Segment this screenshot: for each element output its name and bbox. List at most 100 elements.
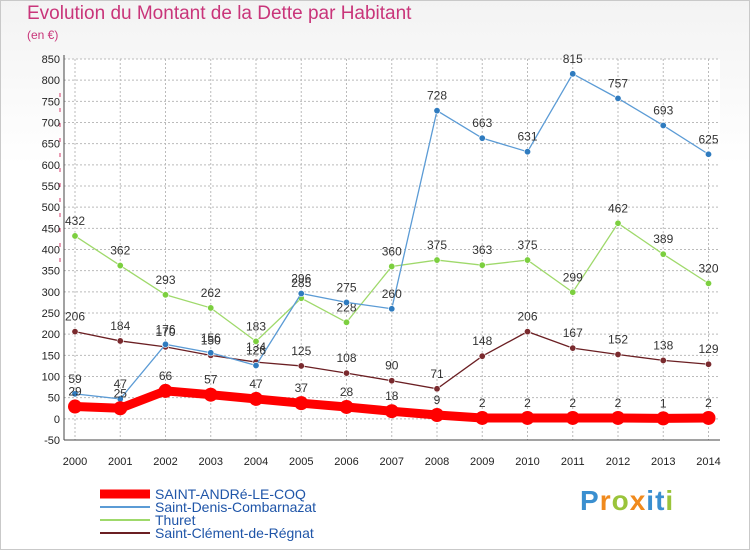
- data-point: [158, 383, 173, 398]
- data-point: [116, 262, 124, 270]
- logo-letter: o: [611, 485, 630, 516]
- logo-letter: x: [629, 485, 647, 516]
- data-point: [614, 219, 622, 227]
- logo-letter: r: [599, 485, 612, 516]
- data-point: [162, 340, 170, 348]
- data-label: 25: [114, 386, 128, 400]
- data-label: 152: [608, 332, 628, 346]
- data-label: 66: [159, 369, 173, 383]
- y-tick-label: 150: [42, 350, 60, 362]
- y-tick-label: 750: [42, 96, 60, 108]
- data-label: 57: [204, 373, 218, 387]
- y-tick-label: 300: [42, 287, 60, 299]
- y-tick-label: 650: [42, 139, 60, 151]
- data-point: [614, 94, 622, 102]
- data-point: [433, 256, 441, 264]
- data-label: 47: [114, 377, 128, 391]
- data-label: 37: [295, 381, 309, 395]
- data-point: [71, 390, 79, 398]
- x-tick-label: 2010: [515, 456, 539, 468]
- data-point: [523, 148, 531, 156]
- x-tick-label: 2007: [380, 456, 404, 468]
- data-label: 206: [65, 310, 85, 324]
- data-label: 148: [472, 334, 492, 348]
- x-tick-label: 2013: [651, 456, 675, 468]
- data-point: [384, 404, 399, 419]
- proxiti-logo: Proxiti: [580, 485, 674, 517]
- data-label: 320: [698, 261, 718, 275]
- x-tick-label: 2004: [244, 456, 268, 468]
- data-label: 125: [291, 344, 311, 358]
- data-label: 28: [340, 385, 354, 399]
- data-label: 129: [698, 342, 718, 356]
- data-label: 2: [615, 396, 622, 410]
- x-tick-label: 2014: [696, 456, 720, 468]
- data-point: [565, 410, 580, 425]
- y-tick-label: 800: [42, 75, 60, 87]
- data-point: [342, 318, 350, 326]
- data-label: 134: [246, 340, 266, 354]
- data-point: [297, 290, 305, 298]
- logo-letter: i: [646, 485, 656, 516]
- data-point: [569, 70, 577, 78]
- y-tick-label: 500: [42, 202, 60, 214]
- legend-item: Thuret: [100, 512, 196, 528]
- data-label: 631: [517, 130, 537, 144]
- data-label: 126: [246, 343, 266, 357]
- data-label: 693: [653, 103, 673, 117]
- data-label: 2: [479, 396, 486, 410]
- data-label: 2: [705, 396, 712, 410]
- legend-label: Saint-Denis-Combarnazat: [155, 499, 316, 515]
- data-label: 183: [246, 319, 266, 333]
- unit-label: (en €): [27, 28, 59, 42]
- x-tick-label: 2005: [289, 456, 313, 468]
- x-tick-label: 2006: [334, 456, 358, 468]
- data-point: [520, 410, 535, 425]
- data-point: [433, 385, 441, 393]
- data-label: 299: [563, 270, 583, 284]
- y-tick-label: -50: [44, 435, 60, 447]
- data-label: 432: [65, 214, 85, 228]
- data-label: 663: [472, 116, 492, 130]
- data-label: 59: [68, 372, 82, 386]
- data-point: [113, 401, 128, 416]
- data-point: [659, 250, 667, 258]
- data-point: [342, 298, 350, 306]
- data-label: 29: [68, 385, 82, 399]
- data-point: [252, 361, 260, 369]
- data-label: 375: [427, 238, 447, 252]
- x-tick-label: 2012: [606, 456, 630, 468]
- data-point: [478, 261, 486, 269]
- series-saint-andr-le-coq: 29 25 66 57 47 37 28 18 9 2 2 2 2 1 2: [68, 369, 716, 426]
- data-point: [207, 349, 215, 357]
- data-point: [339, 399, 354, 414]
- y-tick-label: 350: [42, 266, 60, 278]
- data-label: 389: [653, 232, 673, 246]
- data-point: [294, 396, 309, 411]
- data-point: [388, 377, 396, 385]
- y-tick-label: 50: [48, 393, 60, 405]
- data-point: [704, 279, 712, 287]
- data-label: 625: [698, 132, 718, 146]
- data-point: [388, 262, 396, 270]
- x-tick-label: 2001: [108, 456, 132, 468]
- data-point: [478, 134, 486, 142]
- x-tick-label: 2003: [199, 456, 223, 468]
- data-label: 2: [524, 396, 531, 410]
- data-point: [433, 107, 441, 115]
- data-label: 757: [608, 76, 628, 90]
- data-point: [71, 328, 79, 336]
- y-tick-label: 200: [42, 329, 60, 341]
- data-label: 184: [110, 319, 130, 333]
- axes: -50 0 50 100 150 200 250 300 350 400 450 500 550 600 6…: [42, 54, 721, 468]
- data-point: [659, 356, 667, 364]
- data-label: 728: [427, 89, 447, 103]
- data-label: 363: [472, 243, 492, 257]
- data-point: [68, 399, 82, 414]
- y-tick-label: 850: [42, 54, 60, 66]
- data-label: 176: [155, 322, 175, 336]
- data-point: [523, 328, 531, 336]
- data-label: 150: [201, 333, 221, 347]
